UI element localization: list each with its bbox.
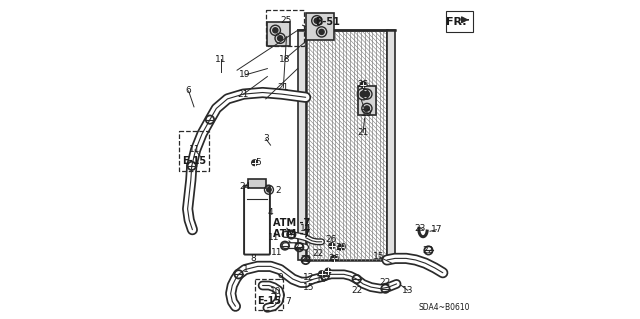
FancyArrowPatch shape: [461, 17, 468, 23]
Text: B-51: B-51: [316, 18, 340, 27]
Text: 6: 6: [186, 86, 191, 95]
Circle shape: [314, 18, 319, 23]
Circle shape: [325, 268, 331, 274]
Bar: [306, 13, 334, 40]
Circle shape: [273, 28, 278, 33]
Circle shape: [267, 188, 271, 192]
Circle shape: [364, 106, 369, 111]
Text: 23: 23: [415, 224, 426, 233]
Text: 18: 18: [279, 55, 291, 63]
Text: 9: 9: [277, 273, 283, 282]
Text: 11: 11: [215, 55, 227, 63]
Text: 8: 8: [250, 254, 256, 263]
Circle shape: [329, 243, 335, 249]
Circle shape: [319, 29, 324, 34]
Text: 4: 4: [268, 208, 273, 217]
Text: E-15: E-15: [182, 156, 206, 166]
Text: 2: 2: [276, 186, 282, 195]
Text: 11: 11: [268, 233, 280, 242]
Text: ATM -7: ATM -7: [273, 218, 310, 228]
Text: 19: 19: [360, 109, 372, 118]
Text: 22: 22: [380, 278, 391, 287]
Text: 12: 12: [303, 273, 314, 282]
Text: 26: 26: [329, 254, 340, 263]
Bar: [298, 30, 306, 260]
Text: 22: 22: [300, 256, 311, 264]
Circle shape: [278, 36, 283, 41]
Text: 24: 24: [239, 182, 251, 191]
Bar: [306, 30, 387, 260]
Bar: [446, 11, 473, 32]
Text: 13: 13: [402, 286, 413, 295]
Text: 3: 3: [263, 134, 269, 143]
Text: 25: 25: [281, 16, 292, 25]
Text: 14: 14: [300, 224, 311, 233]
Text: 19: 19: [239, 70, 251, 79]
Text: 21: 21: [278, 83, 289, 92]
Text: 15: 15: [373, 252, 385, 261]
Text: ATM -7: ATM -7: [273, 229, 310, 240]
Text: 20: 20: [335, 243, 346, 252]
Text: 7: 7: [285, 297, 291, 306]
Circle shape: [331, 256, 337, 261]
Bar: [266, 10, 304, 46]
Text: 21: 21: [237, 90, 249, 99]
Circle shape: [252, 160, 257, 166]
Text: 1: 1: [243, 265, 249, 274]
Text: 17: 17: [431, 225, 442, 234]
Bar: [358, 86, 376, 115]
Text: 15: 15: [303, 283, 315, 292]
Text: 22: 22: [294, 243, 305, 252]
FancyBboxPatch shape: [244, 186, 270, 255]
Circle shape: [360, 91, 366, 97]
Bar: [179, 131, 209, 171]
Text: 10: 10: [269, 287, 281, 296]
Text: 11: 11: [271, 248, 283, 256]
Text: SDA4~B0610: SDA4~B0610: [419, 303, 470, 312]
Text: 22: 22: [313, 249, 324, 258]
Text: 11: 11: [189, 145, 201, 154]
Text: 26: 26: [326, 235, 337, 244]
Text: 22: 22: [351, 286, 362, 295]
Text: E-15: E-15: [257, 296, 281, 306]
Bar: [387, 30, 395, 260]
Text: 21: 21: [357, 128, 369, 137]
Text: FR.: FR.: [446, 17, 467, 27]
Circle shape: [338, 244, 344, 250]
Text: 5: 5: [255, 158, 260, 167]
Bar: [248, 179, 266, 188]
Circle shape: [364, 92, 369, 97]
Text: 25: 25: [357, 80, 369, 89]
Bar: [268, 22, 290, 46]
Bar: [255, 279, 284, 310]
Text: 22: 22: [423, 246, 434, 255]
Circle shape: [360, 82, 366, 87]
Text: 16: 16: [316, 275, 327, 284]
Circle shape: [319, 271, 324, 277]
